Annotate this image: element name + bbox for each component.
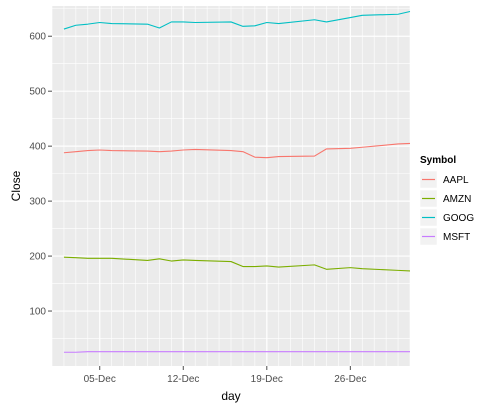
x-axis: 05-Dec 12-Dec 19-Dec 26-Dec xyxy=(84,366,366,385)
x-tick-label: 26-Dec xyxy=(334,374,366,385)
y-tick-label: 300 xyxy=(29,197,46,208)
series-lines xyxy=(63,10,411,353)
x-tick-label: 05-Dec xyxy=(84,374,116,385)
y-tick-label: 500 xyxy=(29,87,46,98)
series-line-goog xyxy=(63,10,411,30)
legend-label-amzn: AMZN xyxy=(443,194,471,205)
legend: Symbol AAPL AMZN GOOG MSFT xyxy=(419,155,474,246)
y-tick-label: 600 xyxy=(29,32,46,43)
y-tick-label: 200 xyxy=(29,252,46,263)
x-axis-title: day xyxy=(221,389,240,403)
y-tick-label: 100 xyxy=(29,307,46,318)
y-tick-label: 400 xyxy=(29,142,46,153)
series-line-amzn xyxy=(63,256,411,272)
y-axis-title: Close xyxy=(9,170,23,201)
legend-label-aapl: AAPL xyxy=(443,175,469,186)
series-line-aapl xyxy=(63,142,411,159)
legend-title: Symbol xyxy=(420,155,456,166)
legend-label-goog: GOOG xyxy=(443,213,474,224)
legend-label-msft: MSFT xyxy=(443,232,470,243)
x-tick-label: 19-Dec xyxy=(251,374,283,385)
y-axis: 100 200 300 400 500 600 xyxy=(29,32,52,318)
major-gridlines xyxy=(52,6,410,366)
x-tick-label: 12-Dec xyxy=(167,374,199,385)
series-line-msft xyxy=(63,351,410,353)
